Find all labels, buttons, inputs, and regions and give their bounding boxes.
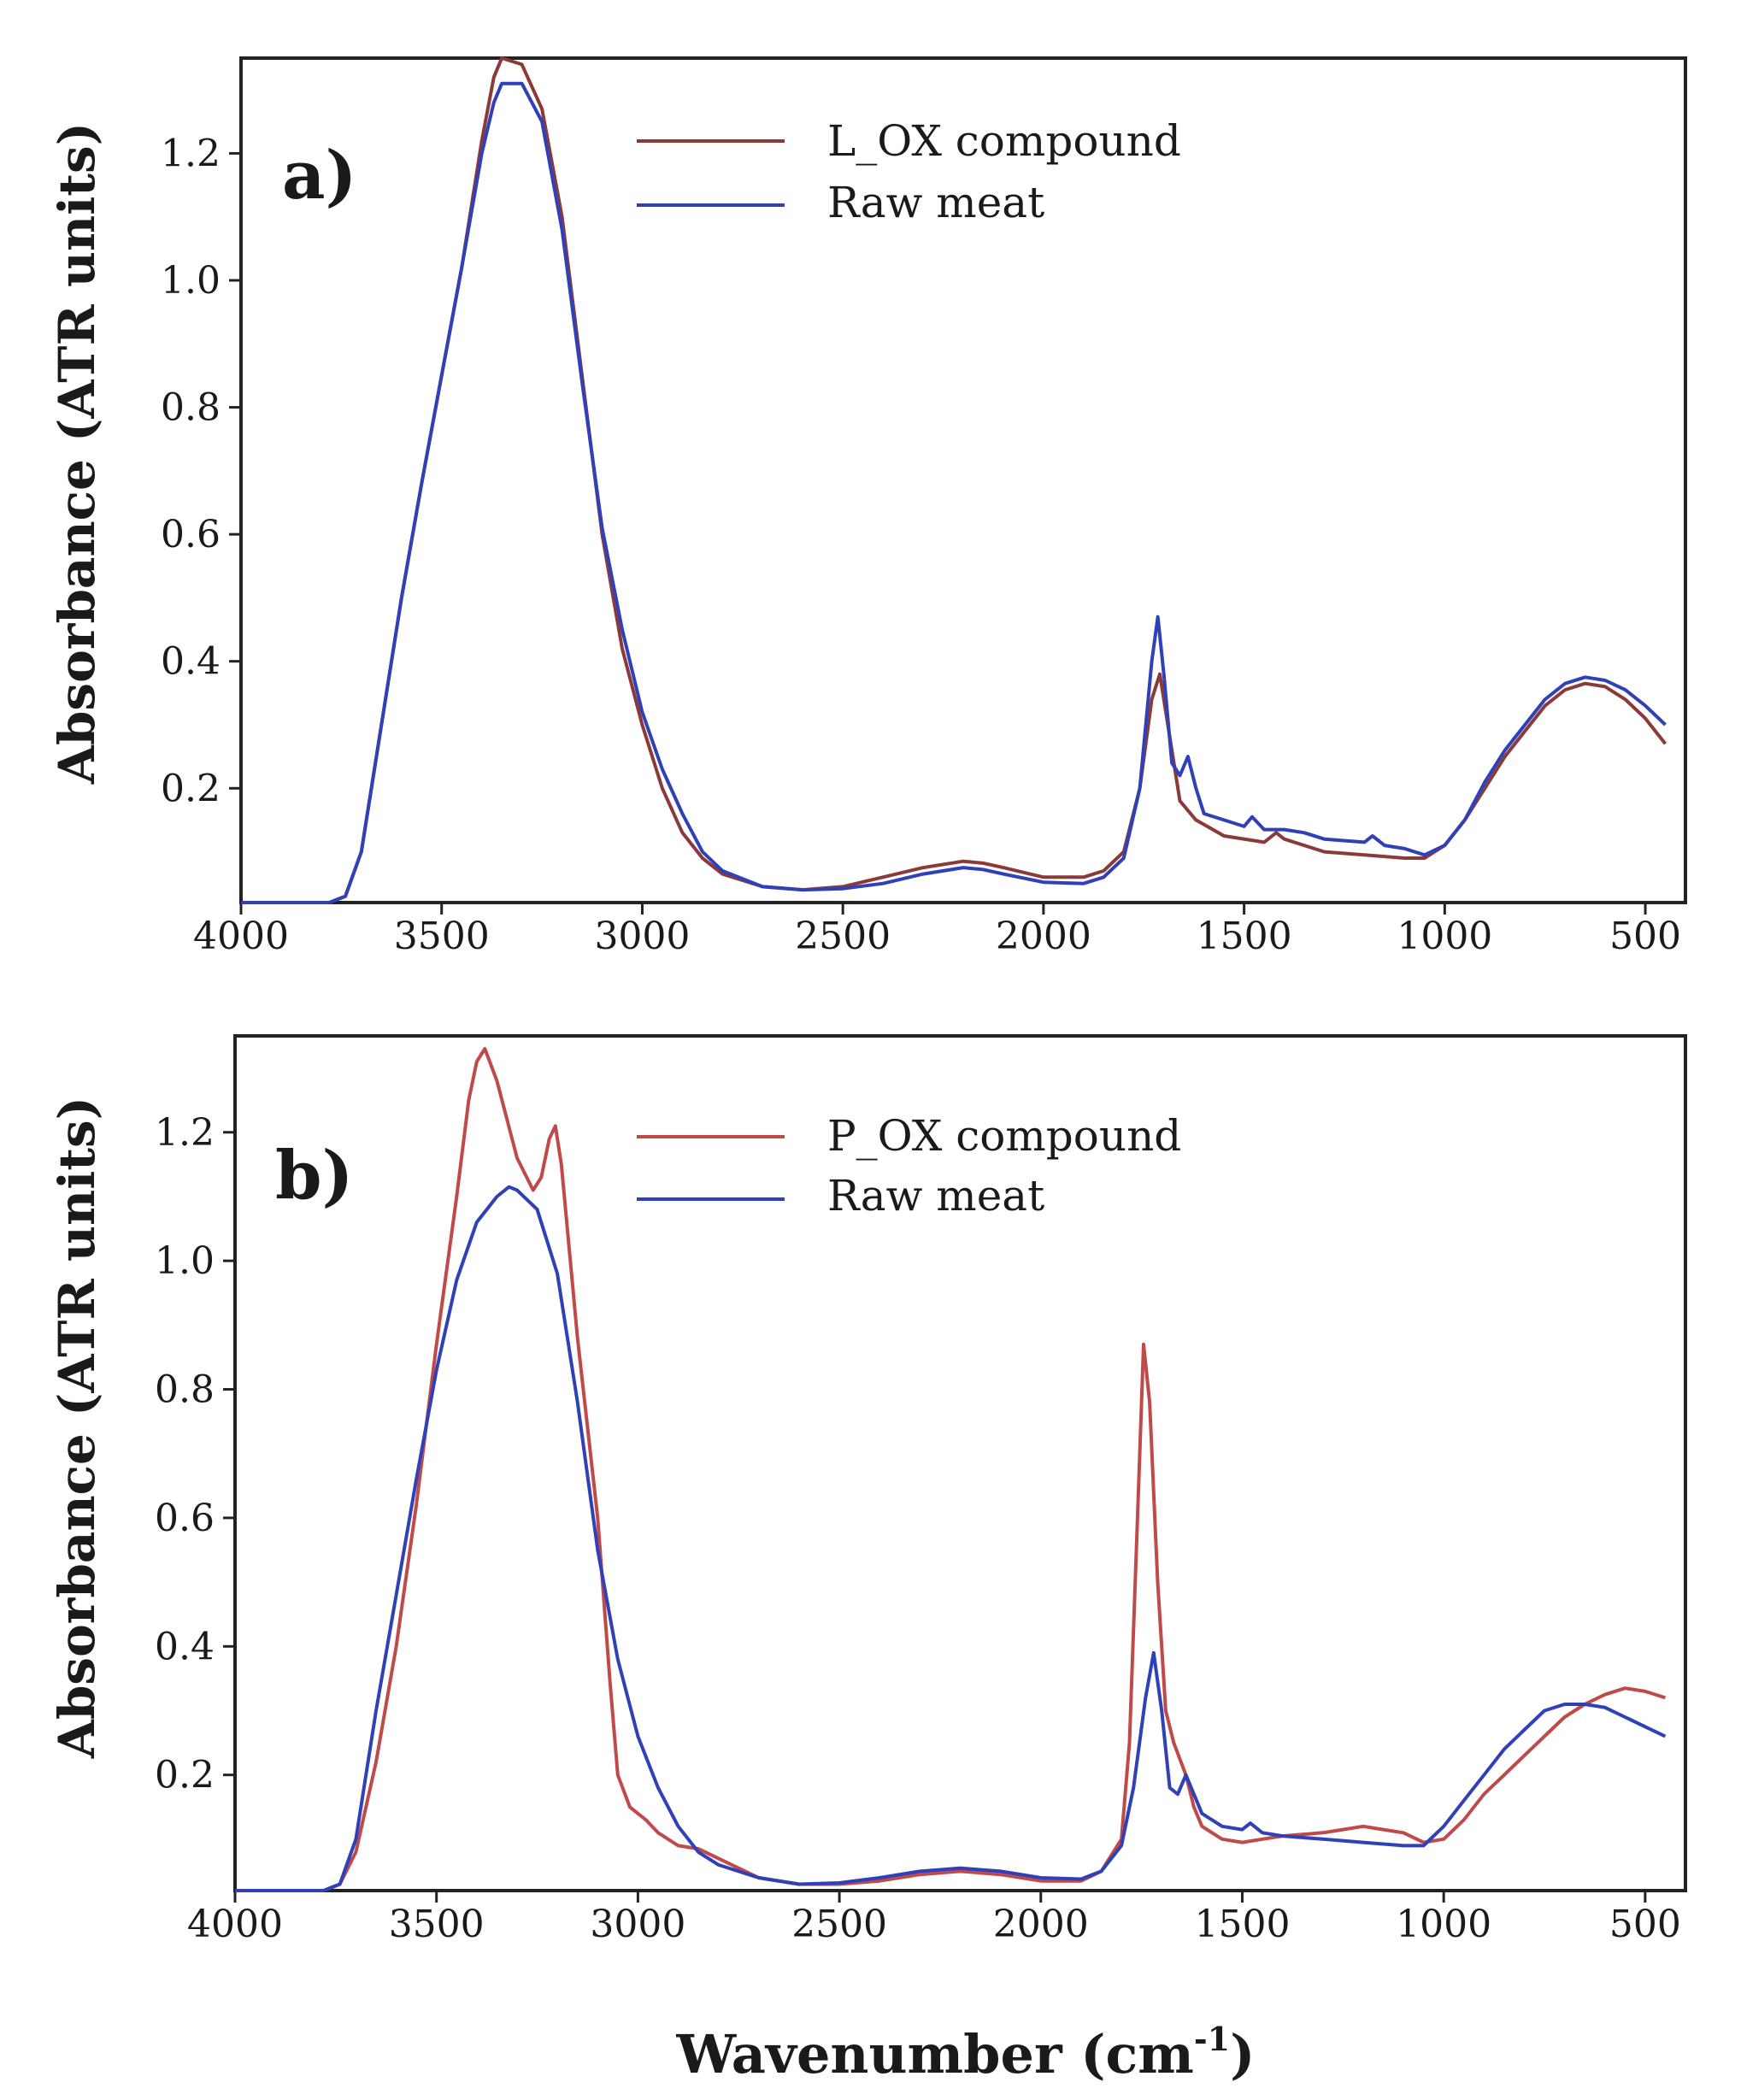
series-line-raw-meat — [241, 81, 1667, 904]
x-axis-label-sup: -1 — [1194, 2020, 1230, 2058]
x-tick-label: 2500 — [795, 915, 891, 958]
x-tick-label: 1500 — [1194, 1903, 1290, 1946]
panel-b: 4000 3500 3000 2500 2000 1500 1000 500 0.20.40.… — [48, 1034, 1687, 2085]
panel-label-a: a) — [282, 137, 356, 215]
y-axis-label-b: Absorbance (ATR units) — [48, 1097, 106, 1759]
y-tick-label: 0.8 — [155, 1368, 215, 1412]
legend-label-p-ox: P_OX compound — [827, 1111, 1181, 1161]
y-tick-label: 0.2 — [155, 1754, 215, 1797]
legend-a: L_OX compound Raw meat — [637, 116, 1181, 227]
x-tick-label: 1000 — [1397, 915, 1492, 958]
x-tick-label: 500 — [1609, 915, 1681, 958]
legend-label-l-ox: L_OX compound — [827, 116, 1181, 166]
panel-a: 4000 3500 3000 2500 2000 1500 1000 500 0.20.40.… — [48, 56, 1687, 958]
series-group-a — [241, 56, 1667, 904]
series-group-b — [235, 1047, 1667, 1892]
x-tick-label: 1500 — [1197, 915, 1292, 958]
x-tick-label: 1000 — [1396, 1903, 1491, 1946]
plot-frame-a — [239, 56, 1687, 904]
x-axis-label-main: Wavenumber (cm — [676, 2023, 1194, 2085]
plot-frame-b — [233, 1034, 1687, 1892]
y-tick-label: 0.6 — [155, 1497, 215, 1540]
x-tick-label: 3500 — [394, 915, 490, 958]
y-tick-label: 1.2 — [161, 132, 221, 175]
x-axis-label: Wavenumber (cm-1) — [676, 2020, 1256, 2085]
y-tick-label: 0.4 — [155, 1625, 215, 1668]
legend-label-raw-meat-b: Raw meat — [827, 1171, 1044, 1221]
x-tick-label: 2000 — [993, 1903, 1089, 1946]
y-tick-label: 0.6 — [161, 513, 221, 556]
y-axis-label-a: Absorbance (ATR units) — [48, 122, 106, 785]
y-ticks-b: 0.2 0.4 0.6 0.8 1.0 1.2 — [155, 1111, 235, 1797]
y-tick-label: 1.0 — [155, 1239, 215, 1283]
x-ticks-b: 4000 3500 3000 2500 2000 1500 1000 500 — [187, 1891, 1681, 1946]
x-tick-label: 4000 — [193, 915, 289, 958]
legend-label-raw-meat-a: Raw meat — [827, 178, 1044, 227]
y-tick-label: 0.4 — [161, 640, 221, 684]
y-tick-label: 1.2 — [155, 1111, 215, 1155]
x-axis-label-close: ) — [1230, 2023, 1255, 2085]
x-tick-label: 4000 — [187, 1903, 283, 1946]
x-ticks-a: 4000 3500 3000 2500 2000 1500 1000 500 — [193, 903, 1681, 958]
panel-label-b: b) — [275, 1137, 353, 1215]
x-tick-label: 3000 — [590, 1903, 685, 1946]
x-tick-label: 2500 — [791, 1903, 887, 1946]
y-ticks-a: 0.2 0.4 0.6 0.8 1.0 1.2 — [161, 132, 241, 810]
series-line-raw-meat — [235, 1185, 1667, 1892]
x-tick-label: 500 — [1609, 1903, 1681, 1946]
y-tick-label: 1.0 — [161, 259, 221, 303]
y-tick-label: 0.8 — [161, 386, 221, 430]
x-tick-label: 3000 — [594, 915, 690, 958]
y-tick-label: 0.2 — [161, 767, 221, 810]
x-tick-label: 2000 — [996, 915, 1091, 958]
x-tick-label: 3500 — [389, 1903, 485, 1946]
series-line-p-ox-compound — [235, 1047, 1667, 1892]
legend-b: P_OX compound Raw meat — [637, 1111, 1181, 1221]
